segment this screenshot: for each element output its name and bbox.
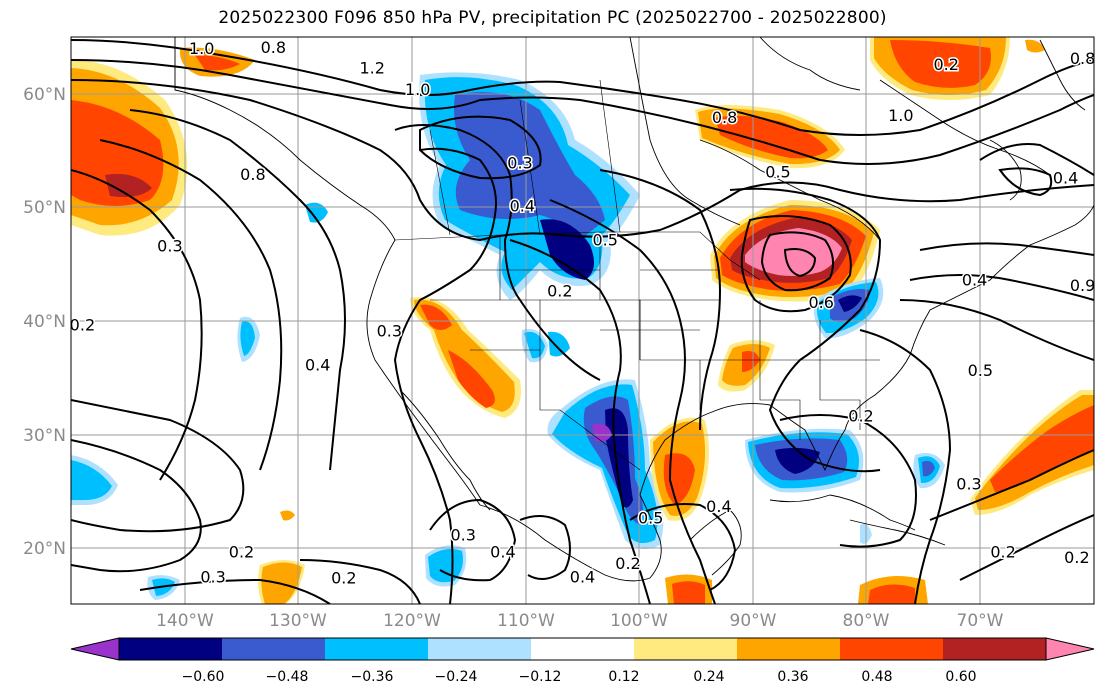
map-title: 2025022300 F096 850 hPa PV, precipitatio…	[218, 8, 887, 28]
contour-label: 0.8	[1070, 49, 1095, 68]
contour-label: 0.3	[507, 154, 532, 173]
contour-label: 0.2	[848, 406, 873, 425]
colorbar: −0.60 −0.48 −0.36 −0.24 −0.12 0.12 0.24 …	[70, 637, 1095, 685]
contour-label: 1.0	[888, 106, 913, 125]
contour-label: 0.3	[157, 236, 182, 255]
colorbar-segment	[119, 638, 223, 660]
lon-label-90w: 90°W	[730, 611, 777, 631]
contour-label: 1.2	[359, 58, 384, 77]
graticule	[71, 37, 1094, 604]
colorbar-extend-min	[70, 637, 120, 661]
pv-contour-labels: 1.0 0.81.21.00.30.40.80.50.50.20.80.30.2 0…	[68, 36, 1097, 589]
contour-label: 0.4	[490, 543, 515, 562]
colorbar-tick-label: −0.24	[435, 669, 478, 685]
lat-label-60: 60°N	[23, 85, 66, 105]
colorbar-frame	[118, 637, 1047, 661]
colorbar-tick-label: −0.60	[182, 669, 225, 685]
contour-label: 0.9	[1070, 276, 1095, 295]
lon-label-120w: 120°W	[383, 611, 441, 631]
contour-label: 0.2	[990, 543, 1015, 562]
colorbar-extend-max	[1045, 637, 1095, 661]
lon-label-80w: 80°W	[843, 611, 890, 631]
contour-label: 0.5	[592, 231, 617, 250]
contour-label: 0.2	[331, 569, 356, 588]
contour-label: 0.4	[1053, 168, 1078, 187]
contour-label: 0.5	[968, 361, 993, 380]
contour-label: 0.8	[261, 38, 286, 57]
colorbar-segment	[737, 638, 841, 660]
colorbar-tick-label: 0.60	[945, 669, 976, 685]
contour-label: 0.3	[450, 526, 475, 545]
contour-label: 0.4	[706, 497, 731, 516]
longitude-labels: 140°W 130°W 120°W 110°W 100°W 90°W 80°W …	[156, 611, 1004, 631]
contour-label: 0.8	[240, 165, 265, 184]
contour-label: 0.2	[70, 316, 95, 335]
lon-label-110w: 110°W	[497, 611, 555, 631]
colorbar-segment	[222, 638, 326, 660]
contour-label: 1.0	[405, 80, 430, 99]
contour-label: 0.2	[547, 282, 572, 301]
latitude-labels: 60°N 50°N 40°N 30°N 20°N	[23, 85, 66, 559]
plot-frame	[70, 36, 1095, 605]
colorbar-tick-label: 0.24	[693, 669, 724, 685]
contour-label: 0.2	[615, 554, 640, 573]
lat-label-50: 50°N	[23, 198, 66, 218]
colorbar-tick-label: 0.12	[608, 669, 639, 685]
contour-label: 0.2	[229, 543, 254, 562]
colorbar-segment	[428, 638, 532, 660]
contour-label: 0.5	[765, 163, 790, 182]
lon-label-100w: 100°W	[610, 611, 668, 631]
colorbar-tick-label: 0.36	[777, 669, 808, 685]
colorbar-segment	[840, 638, 944, 660]
lat-label-30: 30°N	[23, 426, 66, 446]
contour-label: 0.4	[570, 567, 595, 586]
contour-label: 0.3	[377, 321, 402, 340]
coastlines	[174, 37, 1094, 582]
contour-label: 1.0	[189, 39, 214, 58]
lon-label-140w: 140°W	[156, 611, 214, 631]
contour-label: 0.2	[933, 55, 958, 74]
lon-label-70w: 70°W	[957, 611, 1004, 631]
lat-label-40: 40°N	[23, 312, 66, 332]
contour-label: 0.6	[808, 293, 833, 312]
contour-label: 0.4	[962, 270, 987, 289]
lat-label-20: 20°N	[23, 539, 66, 559]
colorbar-segment	[325, 638, 429, 660]
contour-label: 0.3	[956, 474, 981, 493]
colorbar-ticks: −0.60 −0.48 −0.36 −0.24 −0.12 0.12 0.24 …	[182, 669, 977, 685]
colorbar-segment	[943, 638, 1047, 660]
colorbar-tick-label: −0.12	[519, 669, 562, 685]
pv-contours	[71, 39, 1094, 604]
colorbar-tick-label: 0.48	[861, 669, 892, 685]
contour-label: 0.3	[200, 567, 225, 586]
colorbar-tick-label: −0.36	[351, 669, 394, 685]
contour-label: 0.4	[305, 355, 330, 374]
colorbar-segment	[634, 638, 738, 660]
colorbar-segment	[531, 638, 635, 660]
contour-label: 0.4	[510, 197, 535, 216]
contour-label: 0.2	[1064, 548, 1089, 567]
colorbar-segments	[119, 638, 1047, 660]
contour-label: 0.5	[638, 509, 663, 528]
lon-label-130w: 130°W	[269, 611, 327, 631]
contour-label: 0.8	[712, 108, 737, 127]
colorbar-tick-label: −0.48	[266, 669, 309, 685]
